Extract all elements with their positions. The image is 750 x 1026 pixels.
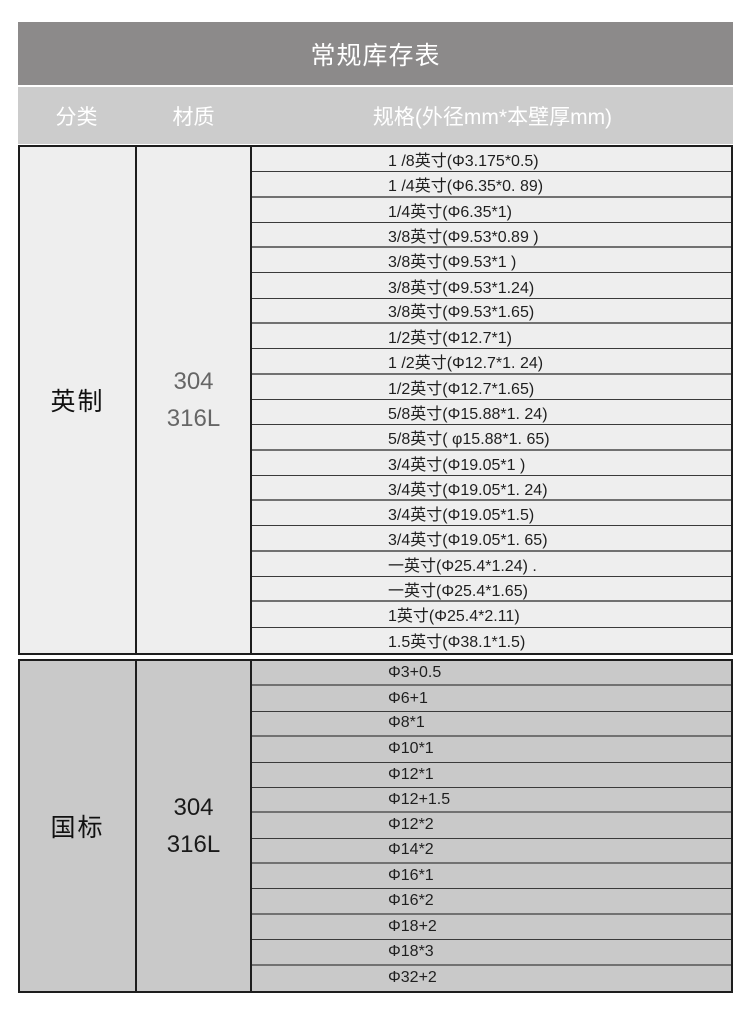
spec-list-gb: Φ3+0.5 Φ6+1 Φ8*1 Φ10*1 Φ12*1 Φ12+1.5 Φ12… (250, 660, 731, 992)
table-row: Φ18+2 (252, 915, 731, 941)
category-cell-gb: 国标 (20, 661, 135, 991)
table-row: 3/4英寸(Φ19.05*1. 24) (252, 476, 731, 502)
table-row: Φ16*1 (252, 864, 731, 890)
table-row: 5/8英寸(Φ15.88*1. 24) (252, 400, 731, 426)
table-row: 1.5英寸(Φ38.1*1.5) (388, 634, 526, 652)
page-title: 常规库存表 (310, 41, 441, 70)
table-row: Φ16*2 (252, 889, 731, 915)
table-row: 3/4英寸(Φ19.05*1.5) (252, 501, 731, 527)
material-cell-gb: 304 316L (135, 660, 250, 992)
material-label-304: 304 (173, 367, 214, 395)
category-label: 英制 (50, 387, 105, 416)
column-header-material: 材质 (172, 105, 215, 129)
table-row: 1 /4英寸(Φ6.35*0. 89) (252, 172, 731, 198)
category-label: 国标 (50, 813, 105, 842)
table-row: 3/8英寸(Φ9.53*1.65) (252, 299, 731, 325)
table-row: 3/8英寸(Φ9.53*1 ) (252, 248, 731, 274)
table-row: 1/2英寸(Φ12.7*1) (252, 324, 731, 350)
table-row: 3/4英寸(Φ19.05*1. 65) (252, 526, 731, 552)
table-row: 3/4英寸(Φ19.05*1 ) (252, 451, 731, 476)
column-header-category: 分类 (55, 105, 98, 129)
table-row: 一英寸(Φ25.4*1.24) . (252, 552, 731, 578)
material-label-316l: 316L (166, 830, 221, 858)
table-row: 一英寸(Φ25.4*1.65) (252, 577, 731, 603)
table-row: Φ12+1.5 (252, 788, 731, 814)
table-row: Φ14*2 (252, 839, 731, 865)
table-row: Φ12*2 (252, 813, 731, 839)
table-row: 1/4英寸(Φ6.35*1) (252, 198, 731, 223)
table-row: Φ6+1 (252, 686, 731, 712)
table-row: 1/2英寸(Φ12.7*1.65) (252, 375, 731, 400)
table-row: Φ10*1 (252, 737, 731, 763)
spec-list-inch: 1 /8英寸(Φ3.175*0.5) 1 /4英寸(Φ6.35*0. 89) 1… (250, 147, 731, 653)
material-cell-inch: 304 316L (135, 147, 250, 653)
table-title-bar: 常规库存表 (18, 22, 733, 85)
table-row: 1英寸(Φ25.4*2.11) (252, 602, 731, 628)
table-row: Φ8*1 (252, 712, 731, 738)
table-row: Φ32+2 (388, 969, 437, 987)
material-label-304: 304 (173, 793, 214, 821)
table-row: 3/8英寸(Φ9.53*0.89 ) (252, 223, 731, 249)
table-row: 5/8英寸( φ15.88*1. 65) (252, 425, 731, 451)
table-row: 3/8英寸(Φ9.53*1.24) (252, 273, 731, 299)
table-row: Φ3+0.5 (252, 661, 731, 687)
table-header-row: 分类 材质 规格(外径mm*本壁厚mm) (18, 87, 733, 144)
category-cell-inch: 英制 (20, 147, 135, 653)
table-row: Φ12*1 (252, 763, 731, 788)
section-inch: 英制 304 316L 1 /8英寸(Φ3.175*0.5) 1 /4英寸(Φ6… (18, 145, 733, 655)
section-gb: 国标 304 316L Φ3+0.5 Φ6+1 Φ8*1 Φ10*1 Φ12*1… (18, 658, 733, 994)
material-label-316l: 316L (166, 404, 221, 432)
table-row: Φ18*3 (252, 940, 731, 966)
table-row: 1 /2英寸(Φ12.7*1. 24) (252, 349, 731, 375)
table-row: 1 /8英寸(Φ3.175*0.5) (252, 147, 731, 173)
inventory-table: 常规库存表 分类 材质 规格(外径mm*本壁厚mm) 英制 304 316L 1… (18, 22, 733, 994)
column-header-spec: 规格(外径mm*本壁厚mm) (372, 105, 613, 129)
